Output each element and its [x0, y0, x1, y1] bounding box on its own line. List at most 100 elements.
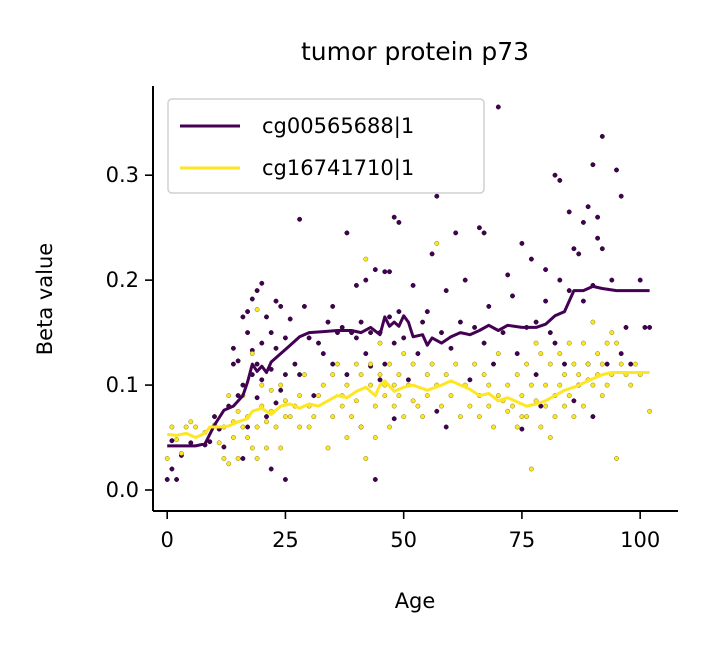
- data-point: [472, 361, 478, 367]
- data-point: [230, 361, 236, 367]
- data-point: [230, 435, 236, 440]
- data-point: [401, 414, 407, 420]
- data-point: [547, 435, 553, 440]
- data-point: [566, 209, 572, 215]
- data-point: [543, 298, 549, 304]
- data-point: [254, 361, 260, 367]
- data-point: [353, 282, 359, 288]
- data-point: [618, 351, 624, 357]
- data-point: [330, 372, 336, 378]
- data-point: [590, 162, 596, 168]
- data-point: [178, 450, 184, 456]
- data-point: [249, 351, 255, 357]
- data-point: [510, 403, 515, 409]
- data-point: [287, 414, 293, 420]
- data-point: [372, 403, 378, 409]
- data-point: [240, 424, 246, 430]
- data-point: [278, 387, 284, 393]
- data-point: [320, 351, 326, 357]
- data-point: [519, 426, 525, 432]
- data-point: [259, 377, 265, 383]
- data-point: [514, 424, 520, 430]
- data-point: [268, 466, 274, 472]
- data-point: [533, 319, 539, 325]
- data-point: [495, 104, 501, 110]
- data-point: [226, 461, 232, 467]
- data-point: [396, 393, 402, 399]
- y-tick-label: 0.0: [106, 478, 139, 502]
- data-point: [524, 361, 530, 367]
- data-point: [254, 424, 260, 430]
- data-point: [282, 477, 288, 482]
- data-point: [368, 382, 374, 388]
- data-point: [495, 351, 501, 357]
- data-point: [230, 345, 236, 351]
- data-point: [169, 466, 175, 472]
- data-point: [268, 330, 274, 336]
- data-point: [491, 361, 496, 367]
- x-tick-label: 25: [272, 528, 299, 552]
- data-point: [254, 288, 260, 294]
- data-point: [335, 361, 340, 367]
- data-point: [245, 309, 251, 315]
- data-point: [618, 193, 624, 199]
- data-point: [637, 277, 643, 283]
- data-point: [311, 393, 317, 399]
- data-point: [410, 282, 416, 288]
- data-point: [273, 400, 279, 406]
- data-point: [571, 246, 577, 252]
- data-point: [372, 435, 378, 440]
- data-point: [259, 340, 265, 346]
- data-point: [528, 466, 534, 472]
- data-point: [372, 267, 378, 273]
- data-point: [391, 416, 397, 422]
- data-point: [306, 424, 312, 430]
- data-point: [282, 414, 288, 420]
- data-point: [278, 445, 284, 451]
- data-point: [387, 424, 392, 430]
- data-point: [595, 235, 601, 241]
- data-point: [481, 230, 487, 236]
- legend-label: cg00565688|1: [262, 114, 414, 139]
- data-point: [254, 456, 260, 461]
- data-point: [623, 324, 629, 330]
- data-point: [647, 408, 653, 414]
- data-point: [481, 372, 487, 378]
- data-point: [472, 324, 478, 330]
- data-point: [424, 309, 430, 315]
- data-point: [599, 246, 605, 252]
- data-point: [353, 361, 359, 367]
- data-point: [363, 456, 369, 461]
- data-point: [580, 403, 586, 409]
- data-point: [495, 393, 501, 399]
- data-point: [505, 272, 511, 278]
- data-point: [576, 372, 582, 378]
- data-point: [519, 393, 525, 399]
- data-point: [358, 424, 364, 430]
- data-point: [282, 398, 288, 404]
- data-point: [628, 382, 634, 388]
- data-point: [273, 424, 279, 430]
- data-point: [240, 314, 246, 320]
- data-point: [439, 403, 444, 409]
- data-point: [599, 361, 605, 367]
- data-point: [467, 403, 473, 409]
- data-point: [562, 403, 567, 409]
- chart-title: tumor protein p73: [301, 37, 529, 66]
- data-point: [604, 382, 610, 388]
- data-point: [453, 230, 459, 236]
- x-tick-label: 75: [509, 528, 536, 552]
- data-point: [557, 382, 563, 388]
- data-point: [273, 345, 279, 351]
- data-point: [169, 438, 175, 444]
- data-point: [599, 133, 605, 139]
- x-tick-label: 0: [161, 528, 174, 552]
- data-point: [405, 377, 411, 383]
- data-point: [344, 435, 350, 440]
- data-point: [585, 204, 591, 210]
- data-point: [368, 361, 374, 367]
- data-point: [505, 382, 511, 388]
- data-point: [415, 351, 421, 357]
- data-point: [429, 361, 435, 367]
- data-point: [391, 403, 397, 409]
